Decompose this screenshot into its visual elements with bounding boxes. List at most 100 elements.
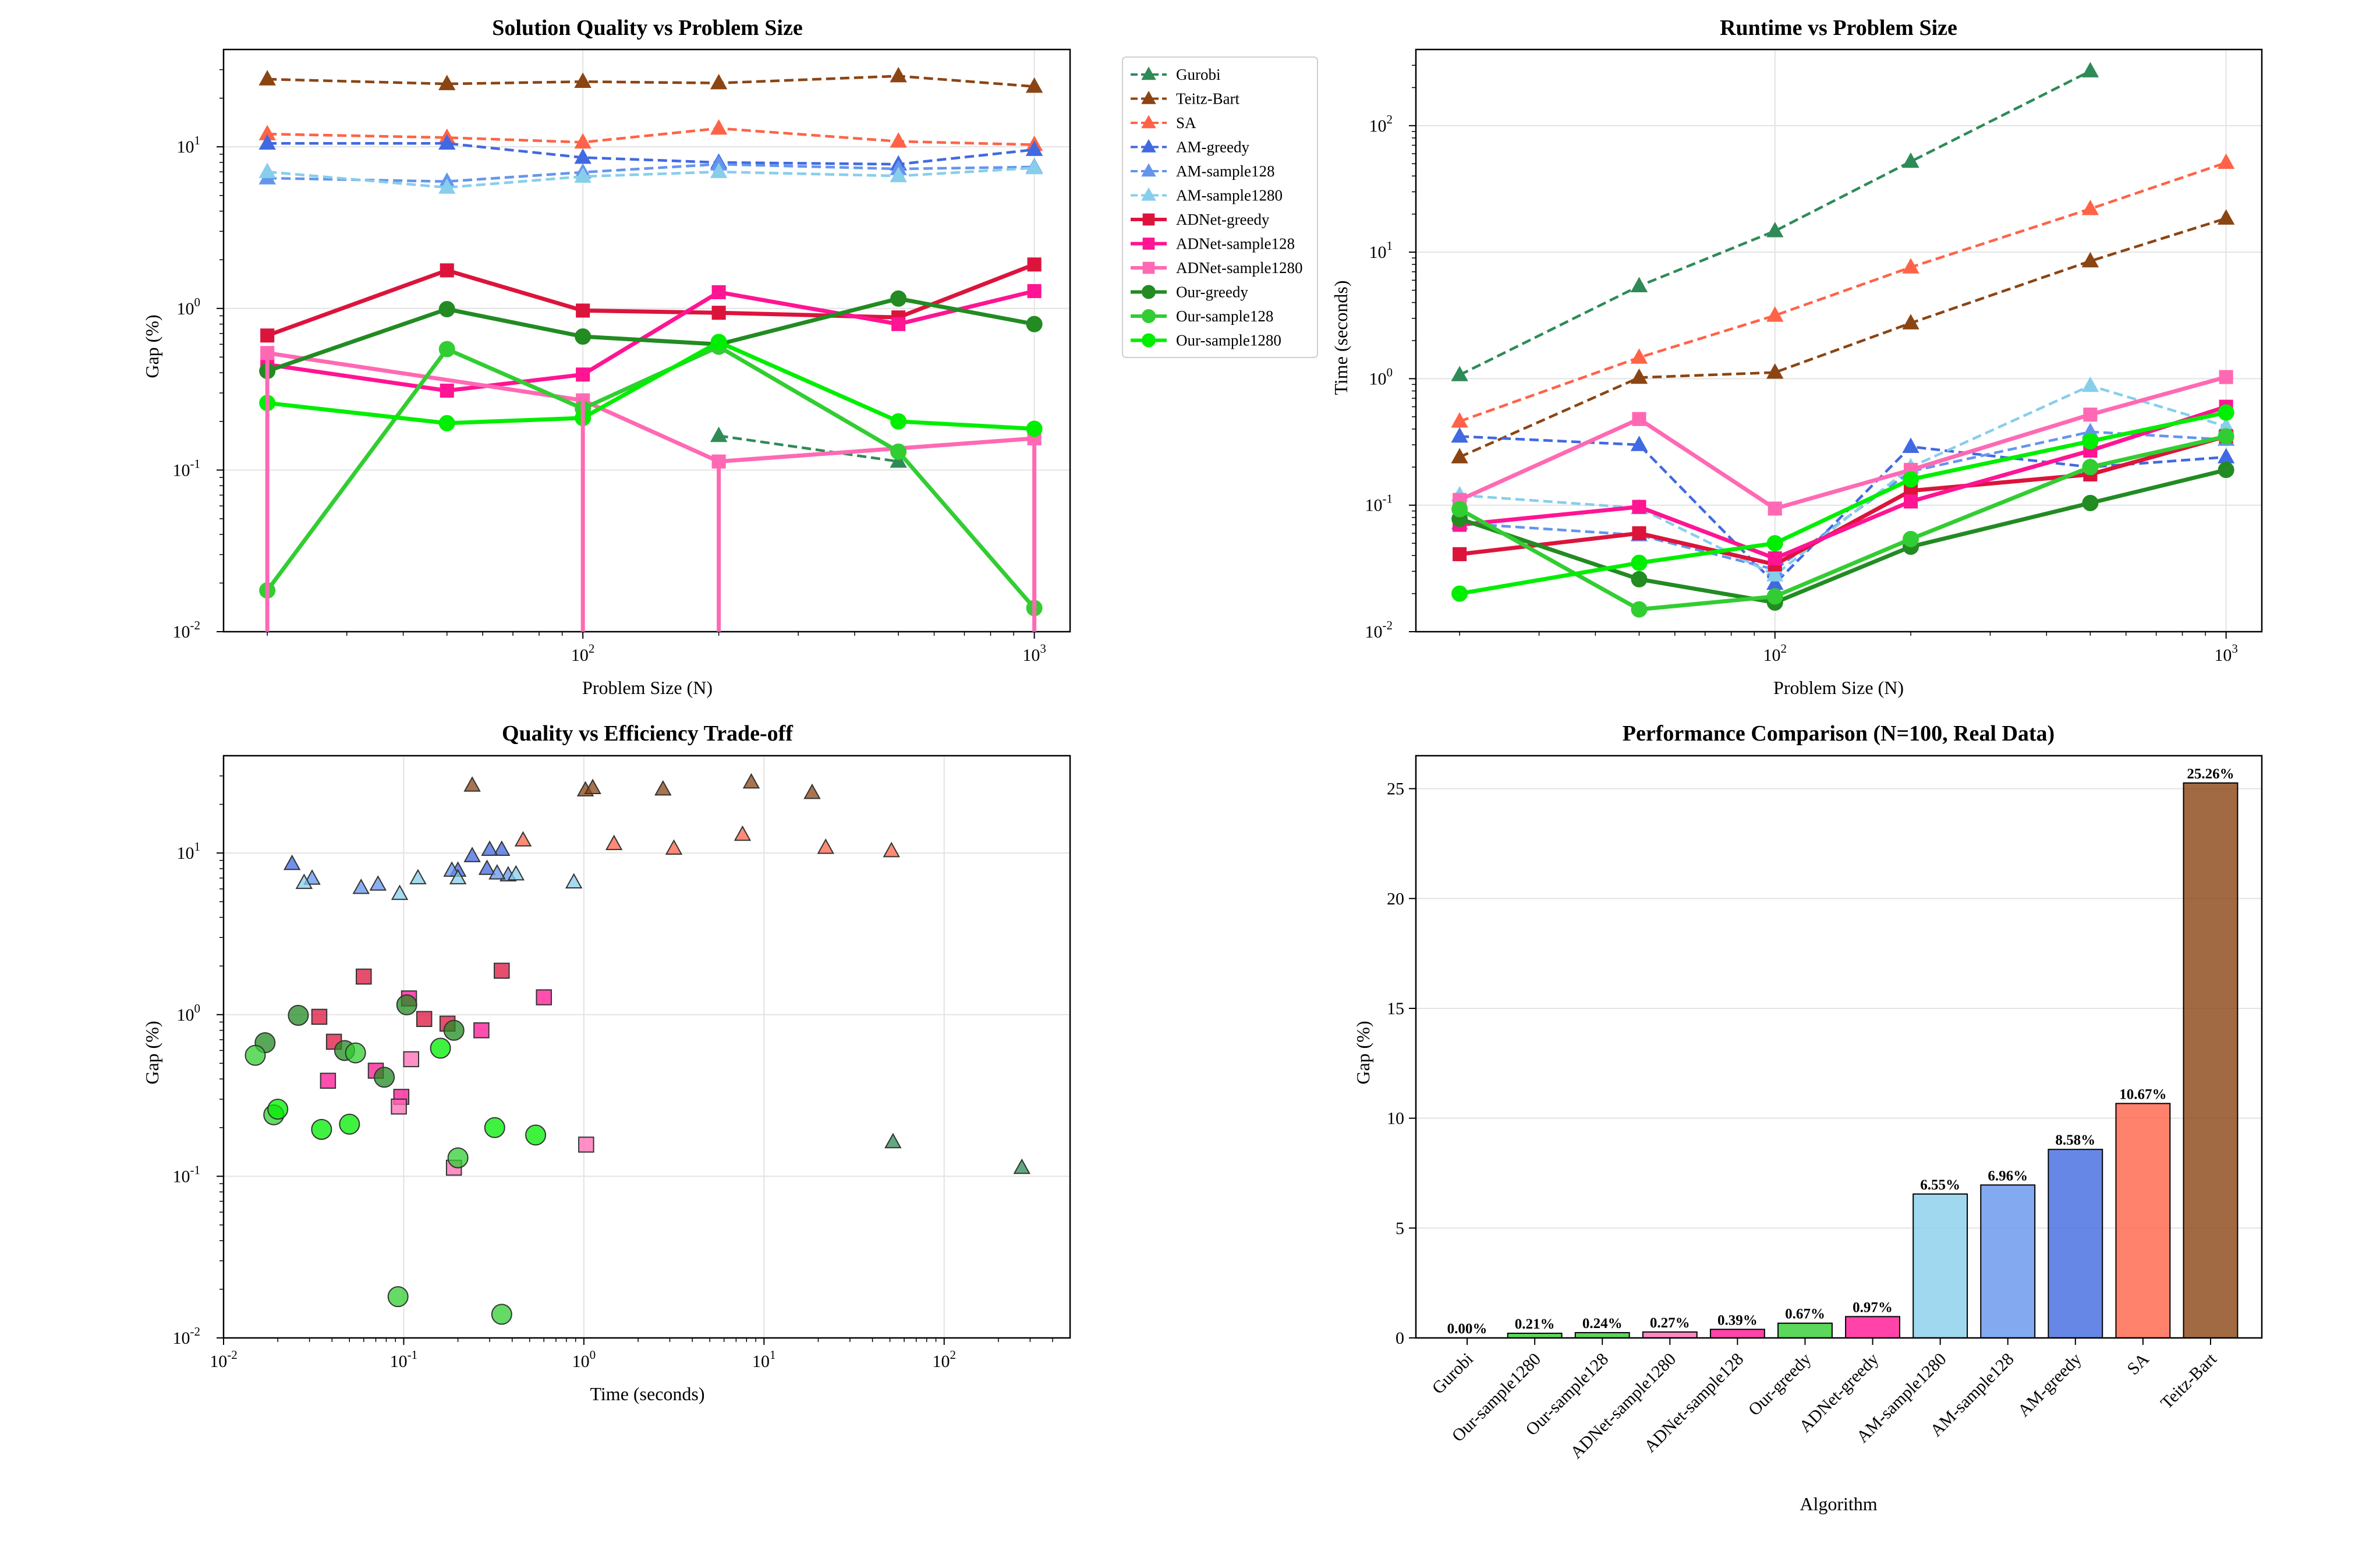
legend-label: Our-sample128 [1176, 307, 1273, 325]
triangle-marker [1141, 187, 1156, 201]
square-marker [1453, 547, 1467, 561]
legend-label: Our-sample1280 [1176, 332, 1281, 349]
square-marker [1142, 238, 1155, 250]
series-teitz-bart [258, 66, 1043, 93]
legend-label: ADNet-greedy [1176, 211, 1270, 228]
series-line [267, 75, 1035, 88]
series-line [267, 127, 1035, 146]
series-line [267, 167, 1035, 189]
circle-marker [345, 1042, 366, 1064]
triangle-marker [1451, 427, 1468, 443]
legend-label: AM-sample1280 [1176, 187, 1283, 204]
triangle-marker [507, 865, 525, 881]
circle-marker [575, 328, 592, 345]
scatter-am-sample1280 [295, 865, 583, 900]
square-marker [1632, 500, 1646, 514]
triangle-marker [295, 873, 313, 889]
circle-marker [2082, 495, 2099, 512]
scatter-gurobi [884, 1132, 1030, 1174]
legend-entry: ADNet-greedy [1131, 211, 1270, 228]
series-our-sample1280 [1451, 404, 2234, 602]
triangle-marker [1630, 435, 1648, 451]
bar-value-label: 0.00% [1447, 1321, 1488, 1337]
bar-value-label: 0.97% [1853, 1299, 1893, 1315]
triangle-marker [1451, 366, 1468, 381]
triangle-marker [1630, 277, 1648, 293]
chart-title: Performance Comparison (N=100, Real Data… [1623, 721, 2055, 746]
circle-marker [890, 290, 907, 307]
series-our-greedy [259, 290, 1043, 380]
x-axis-label: Time (seconds) [590, 1383, 704, 1404]
triangle-marker [258, 70, 276, 86]
legend-entry: AM-greedy [1131, 139, 1249, 156]
triangle-marker [742, 773, 760, 789]
triangle-marker [258, 162, 276, 178]
y-tick-label: 25 [1387, 780, 1404, 799]
triangle-marker [438, 134, 456, 150]
series-line [1459, 435, 2226, 585]
legend-label: SA [1176, 114, 1196, 132]
tick-exponent: 2 [589, 642, 595, 656]
square-marker [711, 285, 726, 299]
circle-marker [2218, 462, 2234, 479]
square-marker [1142, 213, 1155, 226]
y-tick-label: 10-2 [173, 618, 201, 642]
circle-marker [525, 1124, 547, 1146]
triangle-marker [1630, 368, 1648, 384]
triangle-marker [1451, 412, 1468, 428]
triangle-marker [710, 119, 728, 135]
triangle-marker [574, 167, 592, 183]
tick-exponent: 1 [194, 840, 201, 854]
tick-exponent: -1 [190, 1163, 201, 1177]
triangle-marker [665, 839, 683, 855]
circle-marker [1026, 420, 1043, 437]
x-axis-label: Problem Size (N) [582, 677, 713, 698]
circle-marker [1631, 571, 1648, 587]
series-line [1458, 434, 2227, 612]
triangle-marker [514, 831, 532, 847]
triangle-marker [654, 780, 672, 796]
circle-marker [396, 994, 417, 1015]
circle-marker [443, 1019, 465, 1041]
legend-label: Our-greedy [1176, 284, 1248, 301]
tick-exponent: -1 [408, 1348, 418, 1362]
legend-box [1122, 56, 1318, 358]
x-axis-label: Algorithm [1800, 1493, 1877, 1514]
chart-title: Solution Quality vs Problem Size [492, 16, 802, 40]
series-gurobi [1451, 62, 2099, 381]
triangle-marker [710, 162, 728, 178]
bar-value-label: 0.21% [1515, 1316, 1555, 1332]
triangle-marker [391, 884, 409, 900]
bar-our-sample128 [1574, 1332, 1630, 1338]
y-axis-label: Gap (%) [141, 1021, 162, 1084]
circle-marker [1766, 588, 1783, 605]
legend-entry: Teitz-Bart [1131, 90, 1240, 108]
bar-am-greedy [2048, 1149, 2103, 1339]
bar-adnet-sample1280 [1642, 1331, 1698, 1338]
series-line [265, 344, 1036, 610]
legend-entry: SA [1131, 114, 1196, 132]
y-axis-label: Gap (%) [1352, 1021, 1373, 1084]
triangle-marker [565, 873, 583, 888]
triangle-marker [574, 72, 592, 88]
square-marker [473, 1022, 490, 1039]
plot-frame [1415, 755, 2263, 1339]
triangle-marker [438, 75, 456, 90]
circle-marker [447, 1147, 469, 1168]
tick-exponent: -1 [190, 456, 201, 470]
series-teitz-bart [1451, 209, 2235, 463]
square-marker [440, 383, 454, 398]
legend-entry: Our-sample1280 [1131, 332, 1281, 349]
triangle-marker [449, 869, 467, 884]
tick-exponent: -2 [227, 1348, 238, 1362]
legend-entry: Our-greedy [1131, 284, 1248, 301]
plot-frame [222, 755, 1071, 1339]
triangle-marker [605, 834, 623, 851]
bar-our-greedy [1777, 1322, 1833, 1339]
bar-value-label: 6.96% [1988, 1168, 2028, 1184]
triangle-marker [1141, 66, 1156, 80]
triangle-marker [710, 426, 728, 442]
bar-value-label: 6.55% [1920, 1177, 1960, 1193]
circle-marker [491, 1304, 512, 1325]
